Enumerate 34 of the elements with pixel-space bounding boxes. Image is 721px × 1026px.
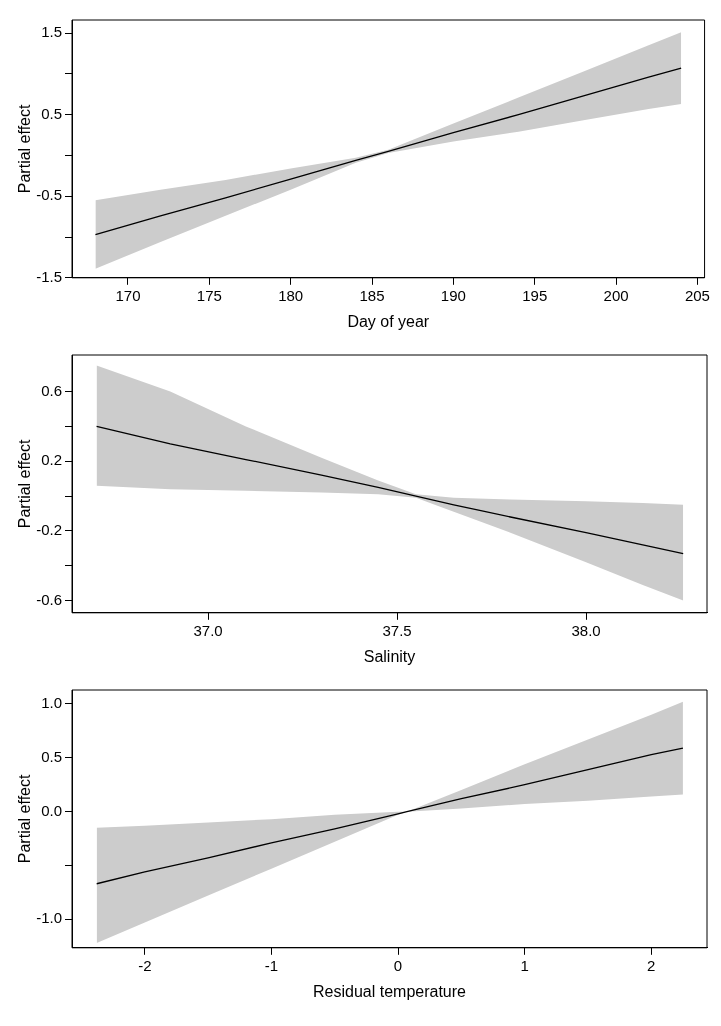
x-tick-label: 180 — [278, 286, 304, 304]
x-tick-label: 0 — [393, 956, 403, 974]
x-tick-label: 205 — [684, 286, 710, 304]
y-tick-label: 1.5 — [41, 23, 62, 41]
x-tick-label: -2 — [138, 956, 152, 974]
y-tick-label: 0.5 — [41, 104, 62, 122]
x-tick-label: 175 — [196, 286, 222, 304]
x-tick-label: 190 — [440, 286, 466, 304]
y-axis-title: Partial effect — [16, 104, 34, 194]
x-tick-label: 38.0 — [571, 621, 601, 639]
y-tick-label: -1.5 — [36, 267, 62, 285]
y-tick-label: -0.6 — [36, 590, 62, 608]
y-tick-label: 0.0 — [41, 801, 62, 819]
x-tick-label: 1 — [520, 956, 529, 974]
y-tick-label: -0.2 — [36, 521, 62, 539]
y-tick-label: 0.6 — [41, 381, 62, 399]
y-tick-label: 0.2 — [41, 451, 62, 469]
y-tick-label: -1.0 — [36, 909, 62, 927]
x-tick-label: 185 — [359, 286, 385, 304]
x-tick-label: 195 — [522, 286, 548, 304]
x-tick-label: 2 — [647, 956, 656, 974]
y-tick-label: -0.5 — [36, 186, 62, 204]
x-axis-title: Day of year — [347, 312, 430, 330]
y-axis-title: Partial effect — [16, 439, 34, 529]
x-tick-label: -1 — [264, 956, 279, 974]
x-axis-title: Salinity — [363, 647, 416, 665]
y-tick-label: 0.5 — [41, 747, 62, 765]
y-axis-title: Partial effect — [16, 774, 34, 864]
y-tick-label: 1.0 — [41, 694, 62, 712]
x-tick-label: 200 — [603, 286, 629, 304]
x-tick-label: 37.0 — [193, 621, 223, 639]
x-axis-title: Residual temperature — [313, 982, 467, 1000]
x-tick-label: 170 — [115, 286, 141, 304]
x-tick-label: 37.5 — [382, 621, 412, 639]
